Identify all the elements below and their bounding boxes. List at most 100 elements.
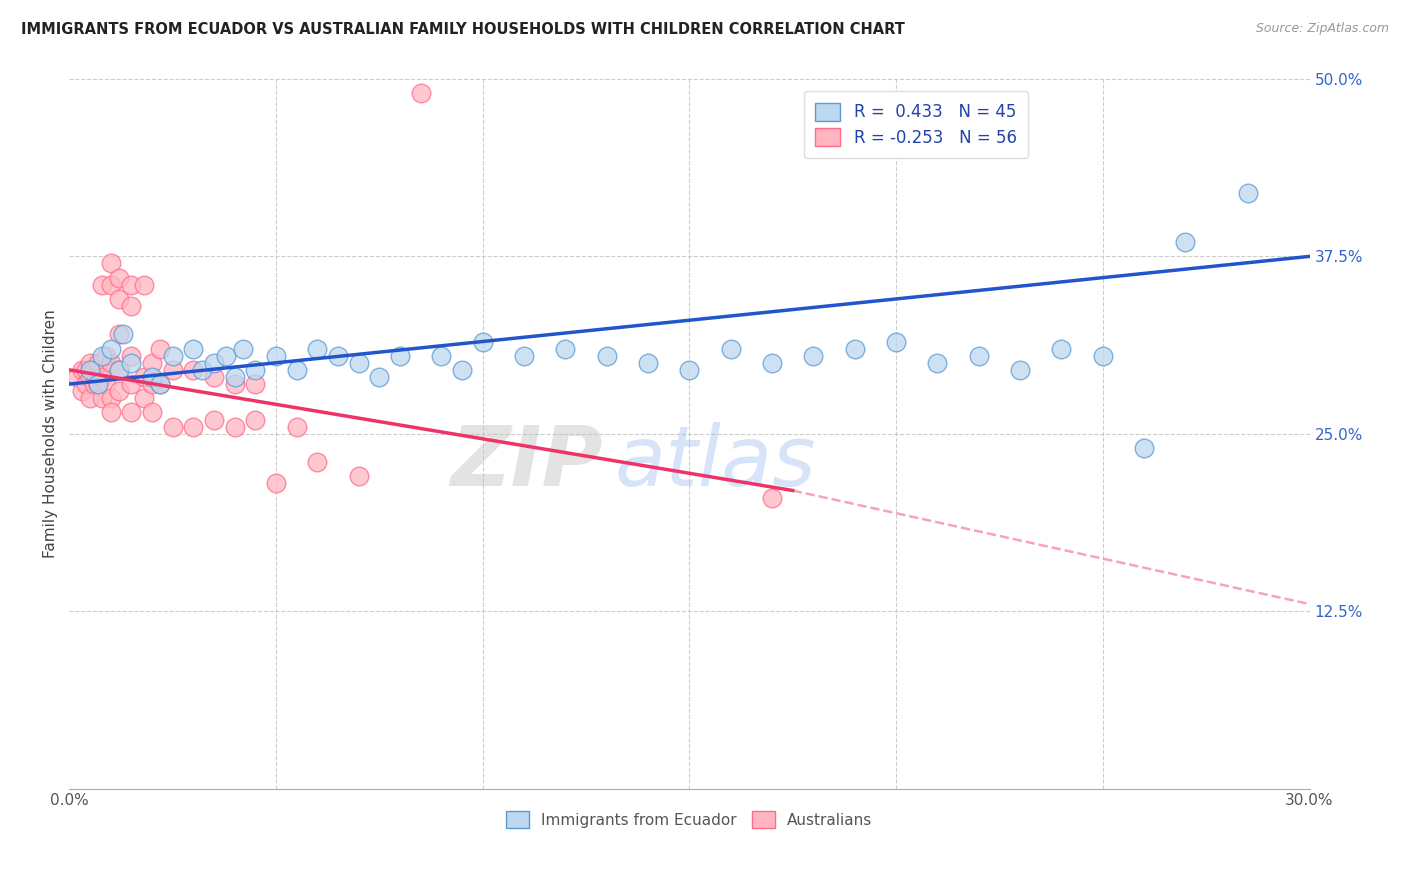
Point: [181, 419, 204, 434]
Point: [66, 370, 89, 384]
Point: [141, 356, 163, 370]
Point: [108, 292, 131, 306]
Point: [224, 377, 246, 392]
Point: [388, 349, 411, 363]
Point: [141, 370, 163, 384]
Point: [100, 405, 122, 419]
Point: [202, 356, 225, 370]
Point: [120, 356, 142, 370]
Point: [87, 377, 110, 392]
Point: [75, 377, 97, 392]
Point: [884, 334, 907, 349]
Point: [307, 455, 329, 469]
Point: [100, 356, 122, 370]
Point: [181, 342, 204, 356]
Text: IMMIGRANTS FROM ECUADOR VS AUSTRALIAN FAMILY HOUSEHOLDS WITH CHILDREN CORRELATIO: IMMIGRANTS FROM ECUADOR VS AUSTRALIAN FA…: [21, 22, 905, 37]
Point: [761, 356, 783, 370]
Point: [967, 349, 990, 363]
Point: [232, 342, 254, 356]
Point: [162, 363, 184, 377]
Point: [87, 377, 110, 392]
Point: [141, 377, 163, 392]
Point: [471, 334, 494, 349]
Point: [409, 86, 432, 100]
Point: [190, 363, 212, 377]
Point: [803, 349, 825, 363]
Point: [120, 277, 142, 292]
Point: [149, 377, 172, 392]
Point: [1050, 342, 1073, 356]
Point: [79, 370, 101, 384]
Point: [79, 356, 101, 370]
Point: [245, 377, 267, 392]
Point: [100, 391, 122, 405]
Point: [91, 391, 114, 405]
Point: [132, 277, 155, 292]
Point: [100, 256, 122, 270]
Legend: Immigrants from Ecuador, Australians: Immigrants from Ecuador, Australians: [501, 805, 879, 834]
Point: [91, 370, 114, 384]
Point: [91, 349, 114, 363]
Point: [181, 363, 204, 377]
Point: [326, 349, 349, 363]
Point: [162, 419, 184, 434]
Point: [1133, 441, 1156, 455]
Point: [108, 327, 131, 342]
Text: atlas: atlas: [614, 422, 817, 502]
Point: [285, 419, 308, 434]
Point: [224, 370, 246, 384]
Point: [347, 469, 370, 483]
Point: [1236, 186, 1258, 200]
Point: [285, 363, 308, 377]
Point: [108, 363, 131, 377]
Point: [83, 377, 105, 392]
Point: [844, 342, 866, 356]
Point: [761, 491, 783, 505]
Point: [513, 349, 536, 363]
Point: [1091, 349, 1114, 363]
Point: [87, 356, 110, 370]
Point: [215, 349, 238, 363]
Point: [1010, 363, 1032, 377]
Point: [83, 363, 105, 377]
Point: [554, 342, 576, 356]
Point: [96, 349, 118, 363]
Point: [120, 405, 142, 419]
Point: [202, 370, 225, 384]
Point: [120, 377, 142, 392]
Point: [347, 356, 370, 370]
Point: [70, 363, 93, 377]
Point: [91, 277, 114, 292]
Point: [1174, 235, 1197, 249]
Point: [70, 384, 93, 399]
Point: [202, 412, 225, 426]
Point: [108, 363, 131, 377]
Point: [264, 349, 287, 363]
Point: [100, 342, 122, 356]
Point: [79, 363, 101, 377]
Point: [96, 377, 118, 392]
Point: [141, 405, 163, 419]
Point: [149, 342, 172, 356]
Point: [111, 327, 134, 342]
Point: [120, 349, 142, 363]
Point: [678, 363, 700, 377]
Point: [162, 349, 184, 363]
Point: [149, 377, 172, 392]
Point: [108, 270, 131, 285]
Point: [430, 349, 453, 363]
Point: [596, 349, 619, 363]
Point: [132, 370, 155, 384]
Point: [75, 363, 97, 377]
Y-axis label: Family Households with Children: Family Households with Children: [44, 310, 58, 558]
Point: [264, 476, 287, 491]
Point: [368, 370, 391, 384]
Point: [108, 384, 131, 399]
Point: [720, 342, 742, 356]
Text: Source: ZipAtlas.com: Source: ZipAtlas.com: [1256, 22, 1389, 36]
Point: [307, 342, 329, 356]
Point: [132, 391, 155, 405]
Point: [100, 277, 122, 292]
Point: [451, 363, 474, 377]
Point: [927, 356, 949, 370]
